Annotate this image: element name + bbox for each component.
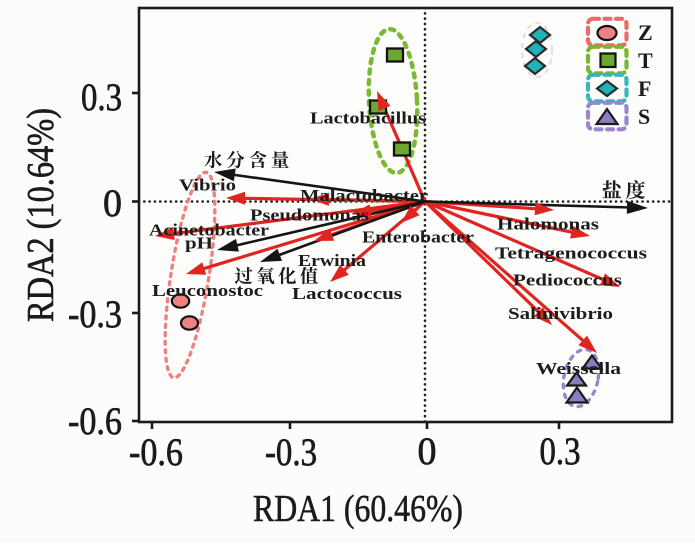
- svg-text:Salinivibrio: Salinivibrio: [508, 304, 613, 323]
- svg-text:0.3: 0.3: [81, 76, 122, 119]
- svg-text:-0.6: -0.6: [129, 431, 183, 474]
- svg-text:0: 0: [418, 430, 437, 473]
- svg-text:0: 0: [103, 182, 122, 225]
- svg-text:Leuconostoc: Leuconostoc: [152, 281, 264, 300]
- svg-text:Lactococcus: Lactococcus: [292, 284, 402, 303]
- svg-text:Malactobacter: Malactobacter: [300, 186, 429, 205]
- svg-text:0.3: 0.3: [540, 430, 581, 473]
- svg-text:Erwinia: Erwinia: [298, 251, 367, 270]
- svg-text:pH: pH: [185, 233, 213, 252]
- svg-text:Pediococcus: Pediococcus: [513, 270, 622, 289]
- svg-text:Pseudomonas: Pseudomonas: [250, 205, 369, 224]
- svg-text:Acinetobacter: Acinetobacter: [149, 220, 270, 239]
- svg-text:Halomonas: Halomonas: [497, 214, 599, 233]
- svg-text:S: S: [638, 104, 650, 129]
- svg-text:RDA1 (60.46%): RDA1 (60.46%): [253, 488, 463, 530]
- svg-text:T: T: [638, 48, 653, 73]
- svg-text:Z: Z: [638, 20, 653, 45]
- svg-text:-0.3: -0.3: [68, 293, 122, 336]
- svg-text:Lactobacillus: Lactobacillus: [310, 108, 426, 127]
- svg-text:Enterobacter: Enterobacter: [362, 227, 475, 246]
- svg-text:-0.3: -0.3: [265, 431, 317, 474]
- svg-text:Tetragenococcus: Tetragenococcus: [495, 243, 647, 262]
- svg-text:Weissella: Weissella: [536, 359, 622, 378]
- svg-text:F: F: [638, 76, 651, 101]
- svg-text:Vibrio: Vibrio: [179, 175, 236, 194]
- svg-text:-0.6: -0.6: [68, 400, 122, 443]
- svg-text:RDA2 (10.64%): RDA2 (10.64%): [20, 108, 62, 322]
